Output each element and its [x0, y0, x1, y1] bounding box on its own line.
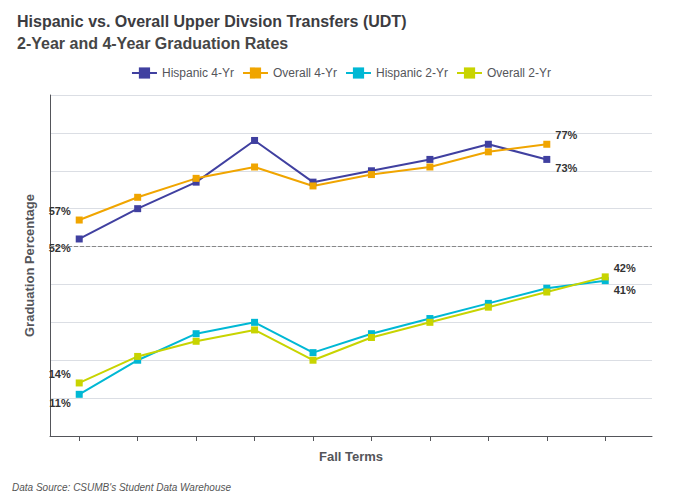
svg-text:Hispanic vs. Overall Upper Div: Hispanic vs. Overall Upper Divsion Trans…: [17, 13, 406, 30]
svg-text:41%: 41%: [614, 284, 636, 296]
svg-text:Overall 4-Yr: Overall 4-Yr: [273, 66, 337, 80]
svg-text:Hispanic 4-Yr: Hispanic 4-Yr: [162, 66, 234, 80]
svg-text:Graduation Percentage: Graduation Percentage: [22, 194, 37, 337]
svg-text:77%: 77%: [555, 129, 577, 141]
svg-text:Overall 2-Yr: Overall 2-Yr: [487, 66, 551, 80]
svg-text:52%: 52%: [49, 242, 71, 254]
svg-text:73%: 73%: [555, 162, 577, 174]
svg-text:57%: 57%: [49, 205, 71, 217]
svg-text:14%: 14%: [49, 368, 71, 380]
svg-text:42%: 42%: [614, 262, 636, 274]
svg-text:Data Source: CSUMB's Student D: Data Source: CSUMB's Student Data Wareho…: [12, 482, 231, 493]
svg-text:Hispanic 2-Yr: Hispanic 2-Yr: [376, 66, 448, 80]
svg-text:Fall Terms: Fall Terms: [319, 449, 383, 464]
svg-text:11%: 11%: [49, 397, 71, 409]
svg-text:2-Year and 4-Year Graduation R: 2-Year and 4-Year Graduation Rates: [17, 35, 288, 52]
